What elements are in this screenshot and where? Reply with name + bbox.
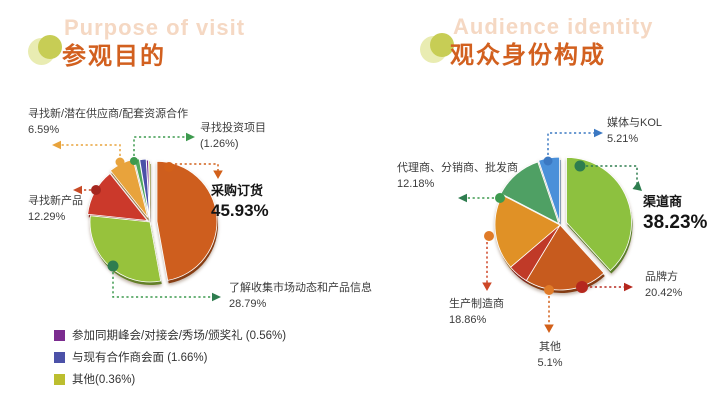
callout-dot-purchase xyxy=(164,162,174,172)
legend-item: 与现有合作商会面 (1.66%) xyxy=(54,346,286,368)
arrowhead-icon xyxy=(482,282,492,291)
callout-dot-investment xyxy=(130,157,138,165)
pie-slice xyxy=(156,160,218,281)
arrowhead-icon xyxy=(186,132,195,142)
callout-dots xyxy=(91,156,588,295)
callout-label-channel: 渠道商 38.23% xyxy=(643,194,708,233)
arrowhead-icon xyxy=(52,140,61,150)
callout-label-suppliers: 寻找新/潜在供应商/配套资源合作 6.59% xyxy=(28,108,189,136)
arrow-line-channel xyxy=(586,165,638,184)
bullet-circle-dark-icon xyxy=(430,33,454,57)
callout-dot-channel xyxy=(574,160,586,172)
callout-label-manufacturers: 生产制造商 18.86% xyxy=(449,298,504,326)
pie-slice xyxy=(148,160,151,222)
pie-slice xyxy=(525,224,605,291)
callout-dot-suppliers xyxy=(115,157,125,167)
pie-slice xyxy=(89,215,162,283)
pie-slice xyxy=(145,159,151,221)
legend-item: 参加同期峰会/对接会/秀场/颁奖礼 (0.56%) xyxy=(54,324,286,346)
arrowhead-icon xyxy=(458,193,467,203)
callout-dot-manufacturers xyxy=(484,231,494,241)
arrowhead-icon xyxy=(213,170,223,179)
legend: 参加同期峰会/对接会/秀场/颁奖礼 (0.56%) 与现有合作商会面 (1.66… xyxy=(54,324,286,390)
arrowhead-icon xyxy=(632,181,642,191)
callout-dot-others xyxy=(544,285,554,295)
arrowhead-icon xyxy=(212,292,221,302)
pie-slice xyxy=(566,157,632,272)
pie-chart-purpose-of-visit xyxy=(87,158,218,285)
right-chart-title-english: Audience identity xyxy=(453,14,654,39)
legend-item-label: 与现有合作商会面 (1.66%) xyxy=(72,352,208,364)
callout-label-media-kol: 媒体与KOL 5.21% xyxy=(607,117,663,145)
callout-arrows xyxy=(52,128,642,333)
callout-label-brands: 品牌方 20.42% xyxy=(645,271,683,299)
pie-slice xyxy=(139,158,151,220)
left-chart-title-english: Purpose of visit xyxy=(64,15,246,40)
arrowhead-icon xyxy=(624,282,633,292)
legend-swatch-icon xyxy=(54,329,65,341)
arrowhead-icon xyxy=(544,324,554,333)
right-chart-title: 观众身份构成 xyxy=(450,42,606,69)
arrowhead-icon xyxy=(594,128,603,138)
callout-dot-brands xyxy=(576,281,588,293)
legend-item: 其他(0.36%) xyxy=(54,368,286,390)
callout-label-new-products: 寻找新产品 12.29% xyxy=(28,195,83,223)
legend-swatch-icon xyxy=(54,351,65,363)
callout-label-others: 其他 5.1% xyxy=(537,341,563,369)
callout-dot-market-info xyxy=(107,260,119,272)
callout-label-agents: 代理商、分销商、批发商 12.18% xyxy=(397,162,518,190)
callout-label-market-info: 了解收集市场动态和产品信息 28.79% xyxy=(229,282,372,310)
arrow-line-investment xyxy=(133,136,187,156)
arrowhead-icon xyxy=(73,185,82,195)
left-chart-title: 参观目的 xyxy=(62,43,166,70)
bullet-circle-dark-icon xyxy=(38,35,62,59)
arrow-line-market-info xyxy=(112,272,213,298)
pie-chart-audience-identity xyxy=(494,156,633,294)
legend-item-label: 其他(0.36%) xyxy=(72,374,136,386)
callout-dot-agents xyxy=(495,193,505,203)
callout-label-purchase: 采购订货 45.93% xyxy=(211,183,269,220)
callout-dot-media-kol xyxy=(543,156,553,166)
arrow-line-suppliers xyxy=(60,144,121,156)
legend-item-label: 参加同期峰会/对接会/秀场/颁奖礼 (0.56%) xyxy=(72,330,287,342)
legend-swatch-icon xyxy=(54,373,65,385)
arrow-line-media-kol xyxy=(547,132,595,155)
callout-dot-new-products xyxy=(91,185,101,195)
callout-label-investment: 寻找投资项目 (1.26%) xyxy=(200,122,266,150)
